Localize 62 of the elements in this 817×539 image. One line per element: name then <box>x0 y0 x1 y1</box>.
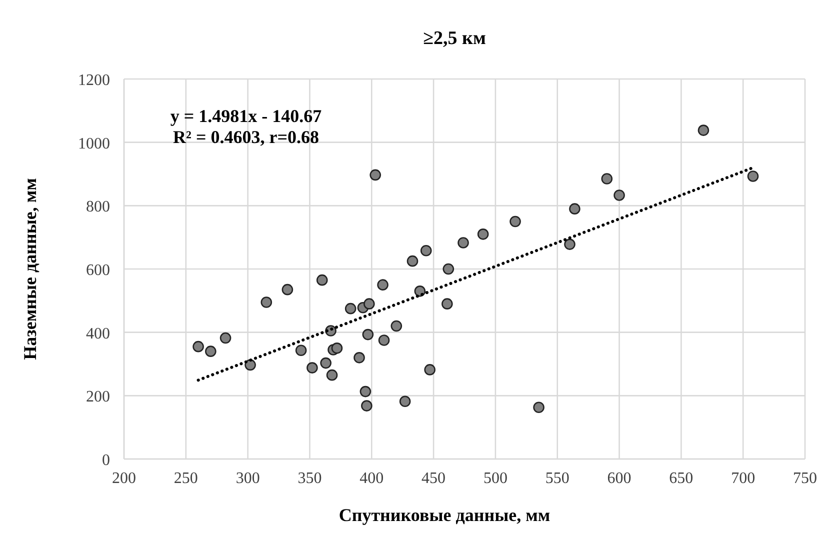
point <box>614 190 625 201</box>
x-tick-label: 450 <box>422 470 446 487</box>
x-tick-label: 700 <box>731 470 756 487</box>
point <box>364 298 375 310</box>
point <box>442 263 454 275</box>
x-tick-label: 300 <box>236 470 260 487</box>
point <box>747 170 759 182</box>
point <box>533 402 544 414</box>
x-tick-label: 250 <box>174 470 198 487</box>
point <box>377 279 388 290</box>
point <box>564 238 576 250</box>
point <box>698 124 710 136</box>
point <box>344 302 356 314</box>
point <box>510 216 521 228</box>
chart-title: ≥2,5 км <box>423 28 486 49</box>
point <box>360 386 372 398</box>
point <box>282 284 294 296</box>
point <box>354 352 365 364</box>
annotation: R² = 0.4603, r=0.68 <box>173 127 319 147</box>
point <box>390 320 402 332</box>
point <box>370 169 381 181</box>
x-tick-label: 350 <box>298 470 322 487</box>
y-tick-label: 600 <box>86 262 110 279</box>
x-tick-label: 600 <box>607 470 632 487</box>
point <box>326 369 338 381</box>
point <box>362 328 374 340</box>
point <box>220 332 232 344</box>
point <box>442 298 453 310</box>
point <box>244 359 256 371</box>
y-tick-label: 1200 <box>78 72 110 89</box>
point <box>192 340 204 352</box>
point <box>406 255 418 267</box>
x-tick-label: 200 <box>112 470 136 487</box>
x-tick-label: 750 <box>793 470 817 487</box>
point <box>361 400 372 412</box>
point <box>306 362 318 374</box>
point <box>458 237 469 248</box>
y-tick-label: 0 <box>102 452 110 469</box>
point <box>477 228 489 240</box>
point <box>320 357 332 369</box>
y-tick-label: 200 <box>86 388 110 406</box>
point <box>316 274 328 286</box>
point <box>295 344 307 356</box>
annotation: y = 1.4981x - 140.67 <box>170 106 322 126</box>
point <box>569 203 580 214</box>
y-tick-label: 400 <box>86 325 110 342</box>
point <box>260 296 272 308</box>
point <box>399 396 411 408</box>
x-axis-title: Спутниковые данные, мм <box>338 505 550 525</box>
y-axis-title: Наземные данные, мм <box>20 178 40 360</box>
point <box>601 173 613 184</box>
y-tick-label: 1000 <box>78 135 110 152</box>
x-tick-label: 550 <box>545 470 570 487</box>
x-tick-label: 500 <box>483 470 508 487</box>
point <box>420 244 432 256</box>
point <box>331 342 343 354</box>
point <box>205 346 216 357</box>
x-tick-label: 400 <box>360 470 384 487</box>
y-tick-label: 800 <box>86 198 110 216</box>
x-tick-label: 650 <box>669 470 694 487</box>
point <box>424 364 436 376</box>
point <box>378 334 390 346</box>
